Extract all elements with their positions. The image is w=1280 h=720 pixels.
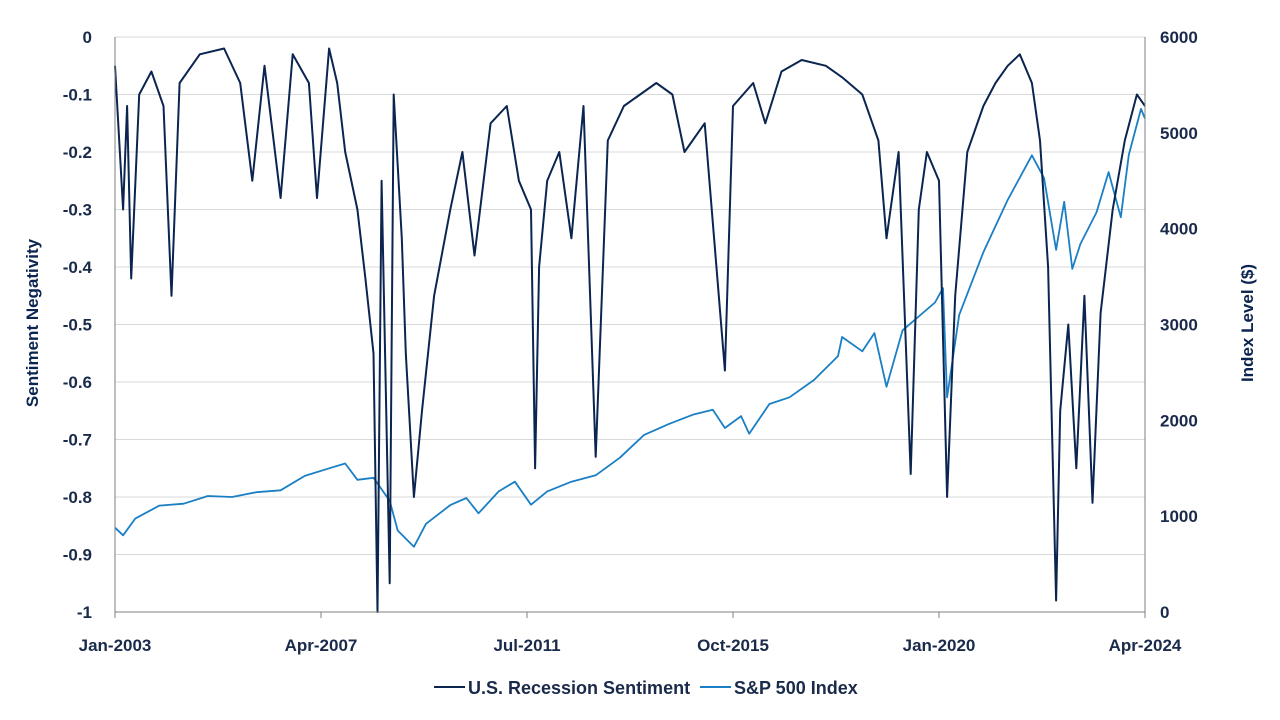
left-tick-label: -0.1 (63, 86, 92, 105)
series-lines (114, 47, 1146, 613)
right-tick-label: 5000 (1160, 124, 1198, 143)
legend: U.S. Recession Sentiment S&P 500 Index (434, 678, 858, 698)
left-tick-label: -1 (77, 603, 92, 622)
left-tick-label: -0.2 (63, 143, 92, 162)
axes (114, 37, 1146, 613)
series-line-sentiment (114, 47, 1146, 613)
series-line-sp500 (114, 108, 1146, 548)
right-tick-label: 1000 (1160, 507, 1198, 526)
right-tick-label: 3000 (1160, 316, 1198, 335)
left-axis-ticks: 0 -0.1 -0.2 -0.3 -0.4 -0.5 -0.6 -0.7 -0.8 -0.9 -1 (63, 28, 93, 622)
legend-label-sentiment: U.S. Recession Sentiment (468, 678, 690, 698)
left-tick-label: -0.4 (63, 258, 93, 277)
left-tick-label: -0.6 (63, 373, 92, 392)
x-tick-label: Jan-2003 (79, 636, 152, 655)
right-tick-label: 4000 (1160, 220, 1198, 239)
left-tick-label: -0.9 (63, 546, 92, 565)
left-axis-title: Sentiment Negativity (23, 238, 42, 407)
left-tick-label: 0 (83, 28, 92, 47)
x-tick-label: Jul-2011 (493, 636, 560, 655)
x-tick-label: Apr-2024 (1109, 636, 1182, 655)
left-tick-label: -0.3 (63, 201, 92, 220)
right-tick-label: 2000 (1160, 411, 1198, 430)
legend-label-sp500: S&P 500 Index (734, 678, 858, 698)
x-tick-label: Apr-2007 (285, 636, 358, 655)
x-axis-ticks: Jan-2003 Apr-2007 Jul-2011 Oct-2015 Jan-2020… (79, 612, 1182, 655)
right-tick-label: 6000 (1160, 28, 1198, 47)
left-tick-label: -0.8 (63, 488, 92, 507)
x-tick-label: Jan-2020 (903, 636, 976, 655)
left-tick-label: -0.7 (63, 431, 92, 450)
x-tick-label: Oct-2015 (697, 636, 769, 655)
left-tick-label: -0.5 (63, 316, 92, 335)
gridlines (115, 36, 1145, 613)
right-axis-ticks: 6000 5000 4000 3000 2000 1000 0 (1160, 28, 1198, 622)
right-axis-title: Index Level ($) (1238, 264, 1257, 382)
right-tick-label: 0 (1160, 603, 1169, 622)
